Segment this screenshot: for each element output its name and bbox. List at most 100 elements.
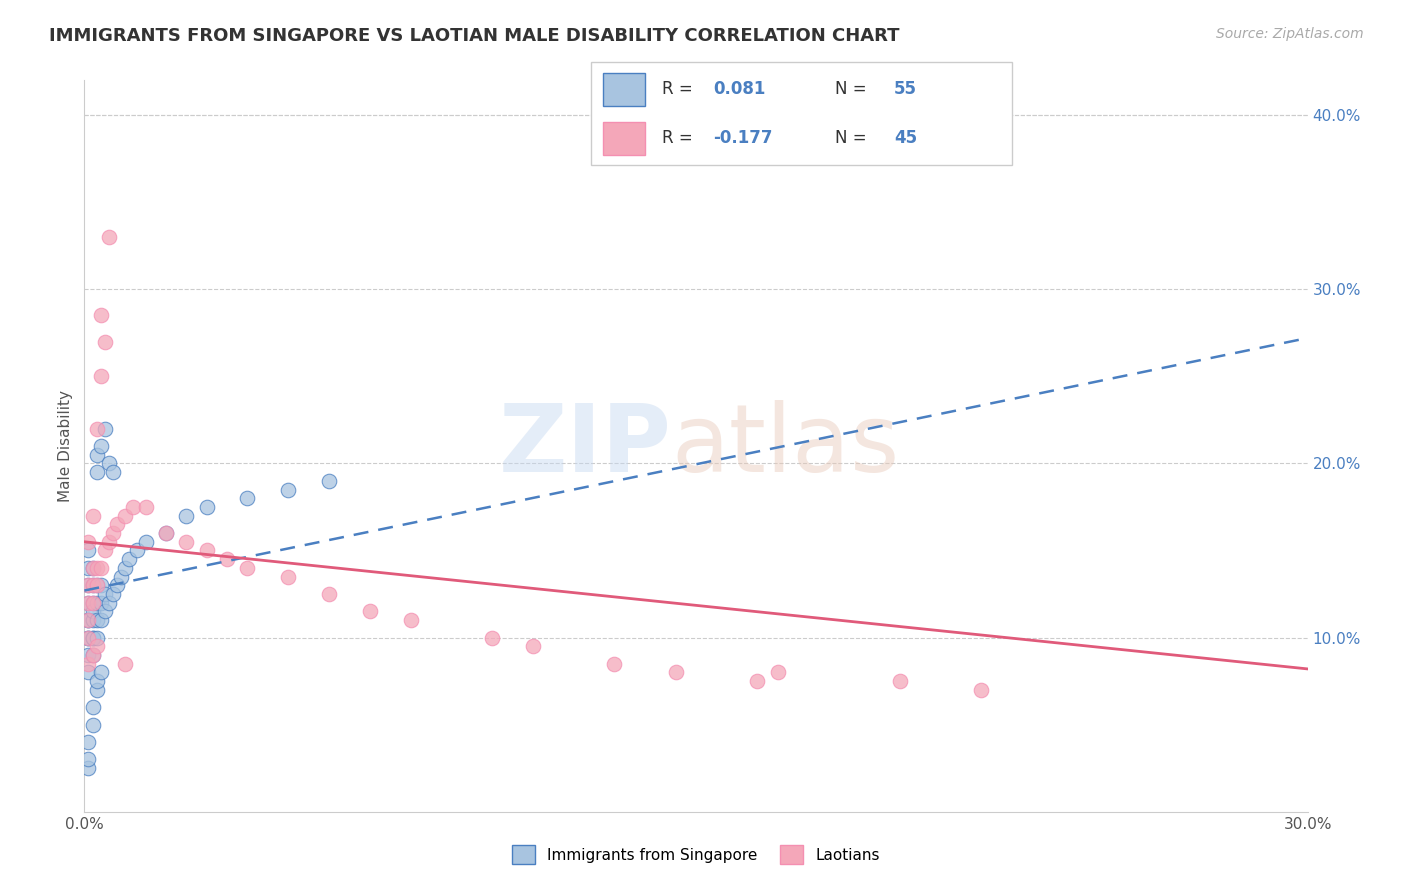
Point: [155, 526, 177, 541]
Point: [82, 596, 104, 610]
Point: [82, 508, 104, 523]
Point: [82, 561, 104, 575]
Point: [481, 631, 503, 645]
Point: [93, 334, 115, 349]
Point: [105, 517, 128, 532]
Point: [86, 448, 108, 462]
Point: [114, 657, 136, 671]
Point: [82, 631, 104, 645]
Point: [155, 526, 177, 541]
Text: 45: 45: [894, 129, 917, 147]
Point: [82, 631, 104, 645]
Point: [90, 369, 112, 384]
Text: R =: R =: [662, 129, 699, 147]
Point: [82, 596, 104, 610]
Point: [90, 578, 112, 592]
Point: [970, 682, 993, 697]
Point: [93, 604, 115, 618]
Point: [118, 552, 141, 566]
FancyBboxPatch shape: [591, 62, 1012, 165]
Point: [277, 483, 299, 497]
Point: [86, 631, 108, 645]
Point: [86, 596, 108, 610]
Text: -0.177: -0.177: [713, 129, 772, 147]
Point: [77, 543, 100, 558]
Point: [110, 569, 132, 583]
Point: [318, 587, 340, 601]
Point: [77, 648, 100, 662]
Point: [114, 561, 136, 575]
Point: [77, 596, 100, 610]
Point: [101, 465, 124, 479]
Point: [77, 657, 100, 671]
Text: ZIP: ZIP: [499, 400, 672, 492]
Point: [105, 578, 128, 592]
Point: [82, 578, 104, 592]
Point: [77, 631, 100, 645]
Point: [135, 534, 157, 549]
Point: [93, 543, 115, 558]
Point: [127, 543, 149, 558]
Point: [195, 543, 218, 558]
Point: [90, 596, 112, 610]
Point: [766, 665, 789, 680]
Point: [665, 665, 688, 680]
Text: 0.081: 0.081: [713, 80, 765, 98]
Point: [77, 665, 100, 680]
Point: [93, 587, 115, 601]
Point: [86, 682, 108, 697]
Point: [747, 674, 769, 689]
Point: [82, 561, 104, 575]
Y-axis label: Male Disability: Male Disability: [58, 390, 73, 502]
Point: [82, 648, 104, 662]
Point: [399, 613, 422, 627]
Point: [77, 761, 100, 775]
FancyBboxPatch shape: [603, 73, 645, 105]
Text: N =: N =: [835, 129, 872, 147]
Point: [97, 230, 120, 244]
Point: [195, 500, 218, 514]
Point: [359, 604, 381, 618]
Point: [86, 421, 108, 435]
Text: IMMIGRANTS FROM SINGAPORE VS LAOTIAN MALE DISABILITY CORRELATION CHART: IMMIGRANTS FROM SINGAPORE VS LAOTIAN MAL…: [49, 27, 900, 45]
Point: [77, 613, 100, 627]
Point: [90, 561, 112, 575]
Point: [77, 735, 100, 749]
Point: [90, 309, 112, 323]
Point: [97, 596, 120, 610]
Point: [86, 578, 108, 592]
Point: [93, 421, 115, 435]
Point: [86, 465, 108, 479]
Text: atlas: atlas: [672, 400, 900, 492]
Point: [77, 561, 100, 575]
Point: [86, 674, 108, 689]
Point: [217, 552, 239, 566]
Point: [82, 613, 104, 627]
Point: [90, 665, 112, 680]
Point: [82, 717, 104, 731]
Point: [77, 578, 100, 592]
Point: [77, 613, 100, 627]
Point: [603, 657, 626, 671]
Point: [77, 631, 100, 645]
Point: [114, 508, 136, 523]
Text: 55: 55: [894, 80, 917, 98]
Point: [86, 613, 108, 627]
Point: [318, 474, 340, 488]
Point: [86, 561, 108, 575]
Point: [77, 596, 100, 610]
Point: [97, 457, 120, 471]
Point: [86, 578, 108, 592]
Point: [82, 648, 104, 662]
Text: R =: R =: [662, 80, 699, 98]
Point: [277, 569, 299, 583]
Point: [135, 500, 157, 514]
Point: [77, 613, 100, 627]
Text: N =: N =: [835, 80, 872, 98]
Point: [77, 752, 100, 766]
Point: [174, 534, 197, 549]
Point: [174, 508, 197, 523]
Point: [86, 640, 108, 654]
Point: [101, 526, 124, 541]
Point: [889, 674, 911, 689]
